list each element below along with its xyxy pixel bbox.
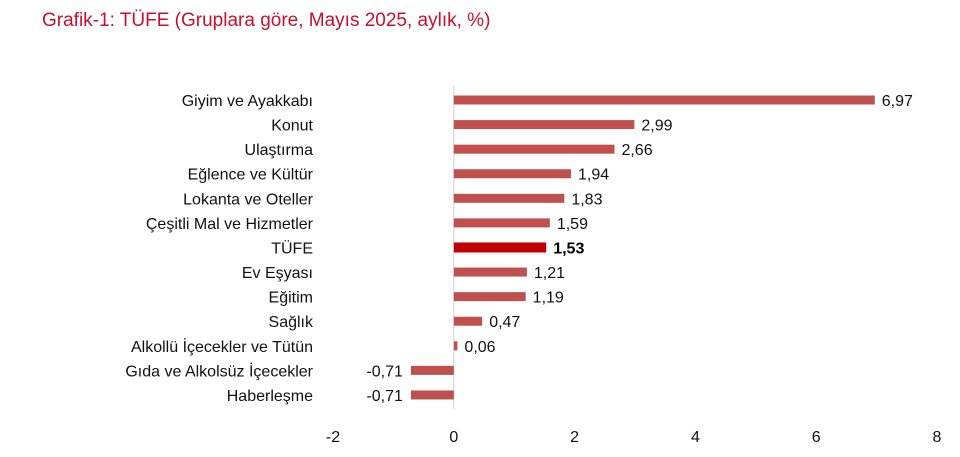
data-label: 0,06 xyxy=(464,339,495,356)
category-label: TÜFE xyxy=(271,239,313,257)
bar xyxy=(453,316,483,326)
category-label: Eğitim xyxy=(269,290,313,307)
category-label: Gıda ve Alkolsüz İçecekler xyxy=(125,361,313,380)
data-label: 1,19 xyxy=(533,290,564,307)
bar xyxy=(453,95,875,105)
data-label: 6,97 xyxy=(882,93,913,110)
bar xyxy=(453,341,458,351)
x-tick-label: 0 xyxy=(449,429,458,446)
x-tick-label: 2 xyxy=(570,429,579,446)
data-label: 1,21 xyxy=(534,265,565,282)
chart-title: Grafik-1: TÜFE (Gruplara göre, Mayıs 202… xyxy=(42,10,491,31)
data-label: -0,71 xyxy=(366,388,403,405)
bar xyxy=(453,218,550,228)
bar xyxy=(453,292,526,302)
data-label: 2,99 xyxy=(641,118,672,135)
bar xyxy=(410,365,454,375)
category-label: Ev Eşyası xyxy=(242,265,313,282)
category-label: Alkollü İçecekler ve Tütün xyxy=(131,337,313,356)
data-label: 1,83 xyxy=(571,191,602,208)
bar xyxy=(410,390,454,400)
category-label: Haberleşme xyxy=(227,388,313,405)
category-label: Sağlık xyxy=(269,314,314,331)
bar-highlight xyxy=(453,242,547,253)
bar xyxy=(453,120,635,130)
category-label: Çeşitli Mal ve Hizmetler xyxy=(146,216,314,233)
data-label: 1,53 xyxy=(553,240,584,257)
data-label: 2,66 xyxy=(621,142,652,159)
data-label: 1,59 xyxy=(557,216,588,233)
category-label: Lokanta ve Oteller xyxy=(183,191,314,208)
data-label: -0,71 xyxy=(366,363,403,380)
category-label: Konut xyxy=(271,118,313,135)
category-label: Eğlence ve Kültür xyxy=(188,167,314,184)
x-tick-label: 4 xyxy=(691,429,700,446)
bar xyxy=(453,144,615,154)
bar xyxy=(453,193,565,203)
category-label: Ulaştırma xyxy=(245,142,314,159)
category-label: Giyim ve Ayakkabı xyxy=(182,93,313,110)
x-tick-label: 6 xyxy=(812,429,821,446)
data-label: 1,94 xyxy=(578,167,609,184)
bar xyxy=(453,169,571,179)
x-tick-label: 8 xyxy=(933,429,942,446)
x-tick-label: -2 xyxy=(326,429,340,446)
data-label: 0,47 xyxy=(489,314,520,331)
bar xyxy=(453,267,527,277)
